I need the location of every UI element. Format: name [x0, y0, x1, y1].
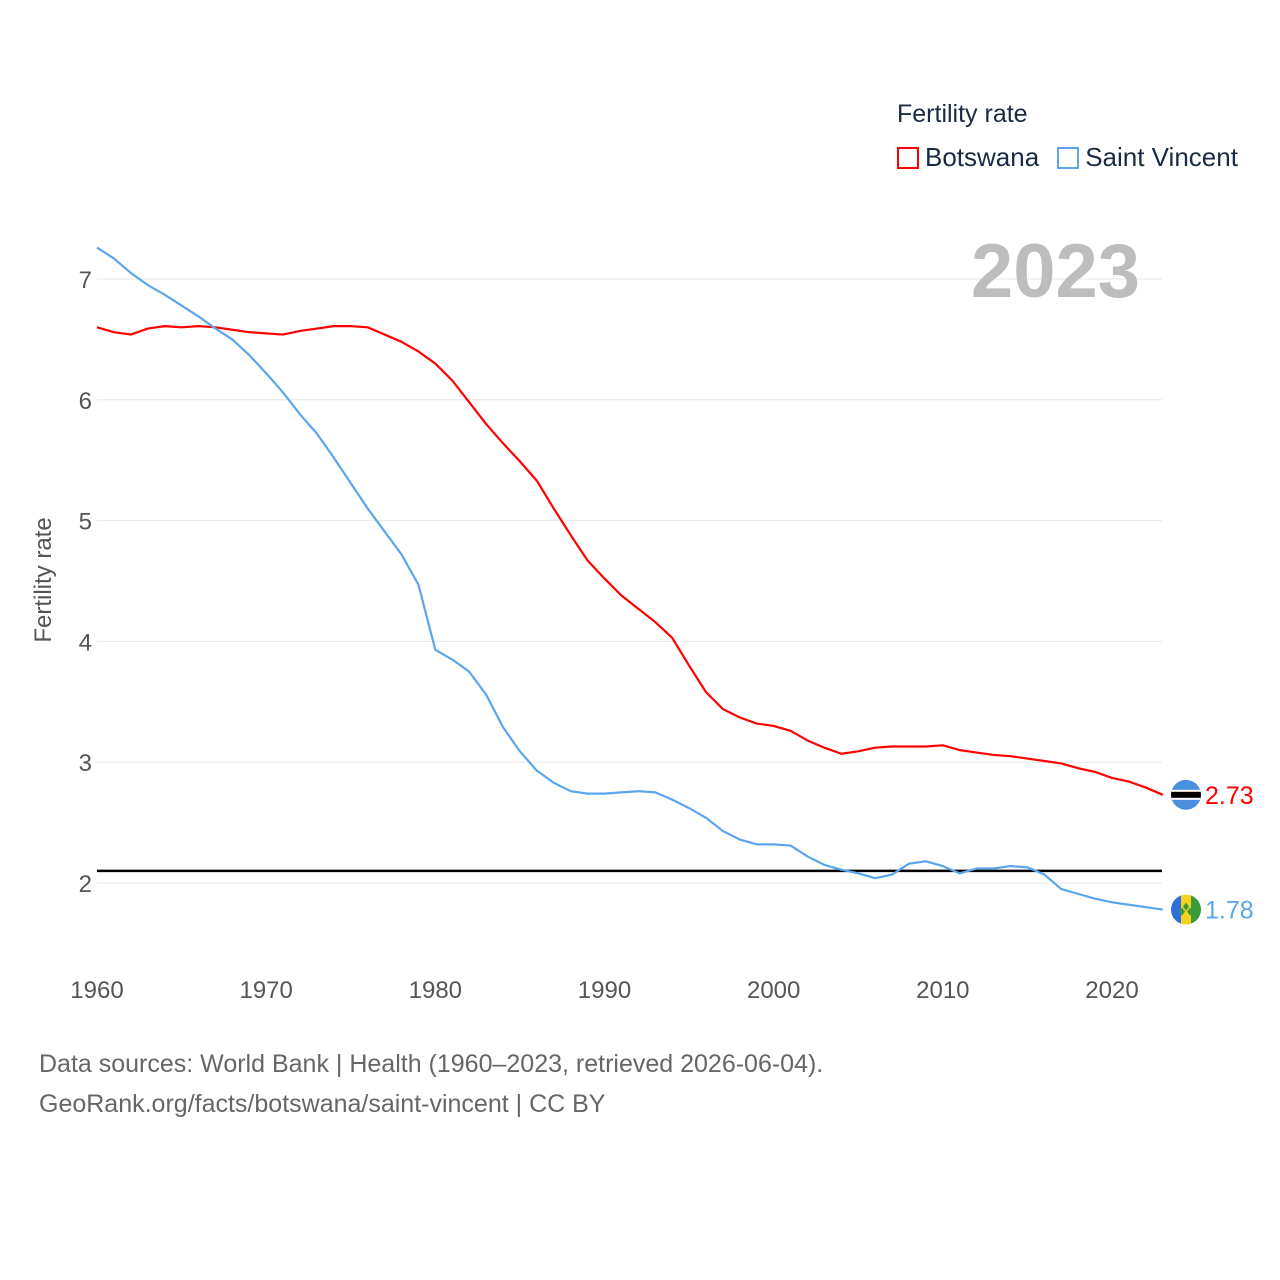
flag-band — [1191, 894, 1201, 925]
legend-swatch-botswana — [897, 146, 919, 169]
flag-diamonds — [1179, 902, 1193, 916]
legend-swatch-saint-vincent — [1057, 146, 1080, 169]
x-tick-label: 2000 — [747, 977, 800, 1004]
year-label: 2023 — [970, 229, 1140, 314]
series-line-saint-vincent — [96, 246, 1163, 911]
flag — [1171, 779, 1201, 810]
legend-label: Saint Vincent — [1085, 142, 1238, 172]
legend-item-saint-vincent[interactable]: Saint Vincent — [1057, 142, 1238, 173]
y-tick-label: 7 — [79, 267, 92, 294]
source-note: Data sources: World Bank | Health (1960–… — [39, 1044, 823, 1124]
x-tick-label: 1980 — [409, 977, 462, 1004]
legend: Botswana Saint Vincent — [897, 142, 1238, 173]
end-value-label: 2.73 — [1205, 782, 1254, 810]
x-tick-label: 1970 — [239, 977, 292, 1004]
x-tick-label: 1990 — [578, 977, 631, 1004]
x-tick-label: 2020 — [1085, 977, 1138, 1004]
y-axis-label: Fertility rate — [30, 517, 57, 642]
flag-band — [1171, 894, 1181, 925]
series-line-botswana — [96, 325, 1164, 796]
flag-stripe — [1171, 791, 1201, 798]
y-tick-label: 2 — [79, 871, 92, 898]
flag — [1171, 894, 1201, 925]
y-tick-label: 6 — [79, 388, 92, 415]
saint-vincent-flag-icon — [1171, 894, 1201, 925]
botswana-flag-icon — [1171, 779, 1201, 810]
end-value-label: 1.78 — [1205, 897, 1254, 925]
y-tick-label: 3 — [79, 750, 92, 777]
legend-item-botswana[interactable]: Botswana — [897, 142, 1039, 173]
legend-label: Botswana — [925, 142, 1040, 172]
legend-title: Fertility rate — [897, 100, 1028, 128]
x-tick-label: 2010 — [916, 977, 969, 1004]
source-link[interactable]: GeoRank.org/facts/botswana/saint-vincent… — [39, 1090, 606, 1118]
y-tick-label: 5 — [79, 509, 92, 536]
y-tick-label: 4 — [79, 629, 92, 656]
x-tick-label: 1960 — [70, 977, 123, 1004]
source-line: Data sources: World Bank | Health (1960–… — [39, 1050, 824, 1078]
